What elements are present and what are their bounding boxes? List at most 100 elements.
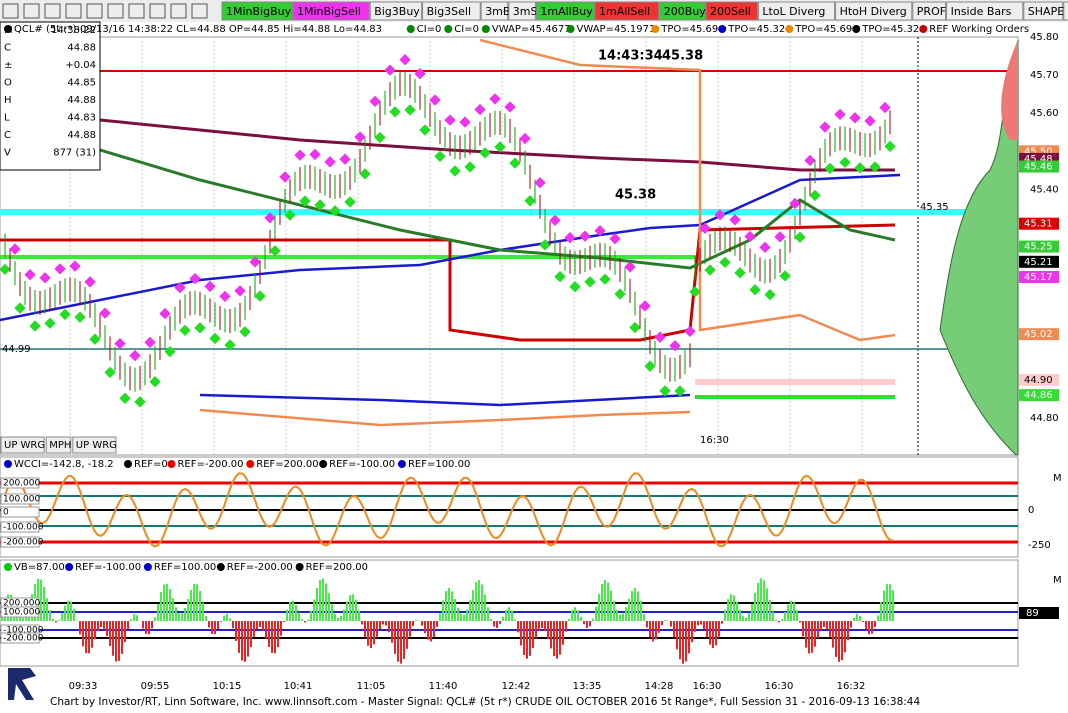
legend-item: VWAP=45.1971 [577, 24, 656, 35]
legend-item: TPO=45.32 [861, 24, 919, 35]
info-value: 877 (31) [53, 148, 96, 159]
price-label: 44.86 [1024, 390, 1053, 401]
price-tick: 44.80 [1030, 413, 1059, 424]
legend-dot [217, 563, 225, 571]
main-panel [0, 37, 1018, 455]
legend-dot [398, 460, 406, 468]
button-label: 3mB [485, 5, 510, 18]
axis-label: 0 [3, 508, 9, 518]
legend-dot [246, 460, 254, 468]
legend-item: REF=200.00 [256, 459, 318, 470]
time-tick: 10:15 [213, 681, 242, 692]
legend-dot [167, 460, 175, 468]
legend-dot [144, 563, 152, 571]
legend-dot [785, 25, 793, 33]
button-label: 1mAllBuy [540, 5, 593, 18]
price-label: 45.21 [1024, 257, 1053, 268]
info-key: C [4, 130, 11, 141]
legend-dot [651, 25, 659, 33]
legend-dot [444, 25, 452, 33]
button-label: LtoL Diverg [762, 5, 825, 18]
axis-label: 200.000 [3, 479, 40, 489]
legend-dot [482, 25, 490, 33]
legend-item: REF=0 [134, 459, 168, 470]
legend-dot [319, 460, 327, 468]
price-label: 45.25 [1024, 242, 1053, 253]
logo [8, 668, 36, 700]
axis-label: -200.000 [3, 634, 44, 644]
info-value: +0.04 [65, 60, 96, 71]
info-value: 44.88 [67, 95, 96, 106]
annotation: 45.38 [662, 49, 703, 64]
button-label: Big3Buy [374, 5, 420, 18]
legend-item: WCCI=-142.8, -18.2 [14, 459, 114, 470]
legend-dot [919, 25, 927, 33]
axis-label: -200.000 [3, 538, 44, 548]
info-value: 14:38:22 [51, 25, 96, 36]
button-label: SHAPE [1028, 5, 1064, 18]
time-tick: 09:33 [69, 681, 98, 692]
legend-item: TPO=45.69 [794, 24, 852, 35]
legend-item: TPO=45.69 [660, 24, 718, 35]
button-label: 1mAllSell [599, 5, 650, 18]
price-label: 44.90 [1024, 375, 1053, 386]
annotation: 45.35 [920, 202, 949, 213]
button-label: 1MinBigBuy [226, 5, 292, 18]
annotation: 14:43:34 [598, 49, 663, 64]
legend-item: REF=100.00 [408, 459, 470, 470]
info-value: 44.85 [67, 78, 96, 89]
info-key: O [4, 78, 12, 89]
time-tick: 09:55 [141, 681, 170, 692]
info-value: 44.83 [67, 113, 96, 124]
info-value: 44.88 [67, 43, 96, 54]
price-label: 45.02 [1024, 329, 1053, 340]
price-tick: 45.60 [1030, 108, 1059, 119]
annotation: 16:30 [700, 435, 729, 446]
time-tick: 16:30 [693, 681, 722, 692]
legend-item: REF Working Orders [929, 24, 1029, 35]
button-label: 200Buy [664, 5, 707, 18]
info-key: C [4, 43, 11, 54]
annotation: 45.38 [615, 188, 656, 203]
price-tick: 45.70 [1030, 70, 1059, 81]
price-label: 45.31 [1024, 219, 1053, 230]
time-tick: 10:41 [284, 681, 313, 692]
button-label: Big3Sell [427, 5, 471, 18]
time-tick: 16:32 [837, 681, 866, 692]
price-tick: 45.80 [1030, 32, 1059, 43]
legend-item: CI=0 [454, 24, 479, 35]
axis-label: 0 [1028, 505, 1034, 516]
time-tick: 13:35 [573, 681, 602, 692]
axis-label: 100.000 [3, 495, 40, 505]
legend-dot [718, 25, 726, 33]
info-key: M [4, 25, 13, 36]
info-key: V [4, 148, 11, 159]
legend-item: REF=200.00 [306, 562, 368, 573]
price-label: 45.46 [1024, 162, 1053, 173]
value-label-bg [1019, 607, 1059, 619]
legend-dot [4, 460, 12, 468]
time-tick: 12:42 [502, 681, 531, 692]
panel-button-label: MPH [49, 440, 71, 451]
info-key: H [4, 95, 12, 106]
axis-label: -100.000 [3, 523, 44, 533]
legend-dot [65, 563, 73, 571]
legend-item: VB=87.00 [14, 562, 65, 573]
time-tick: 11:40 [429, 681, 458, 692]
legend-dot [124, 460, 132, 468]
legend-dot [567, 25, 575, 33]
footer: Chart by Investor/RT, Linn Software, Inc… [50, 696, 920, 708]
time-tick: 16:30 [765, 681, 794, 692]
value-label: 89 [1026, 608, 1039, 619]
panel-marker: M [1053, 575, 1062, 586]
axis-label: -250 [1028, 540, 1051, 551]
time-tick: 14:28 [645, 681, 674, 692]
button-label: Inside Bars [951, 5, 1012, 18]
legend-item: REF=-200.00 [227, 562, 293, 573]
button-label: HtoH Diverg [840, 5, 907, 18]
panel-button-label: UP WRG [4, 440, 45, 451]
button-label: 1MinBigSell [297, 5, 361, 18]
info-key: L [4, 113, 10, 124]
panel-button-label: UP WRG [76, 440, 117, 451]
